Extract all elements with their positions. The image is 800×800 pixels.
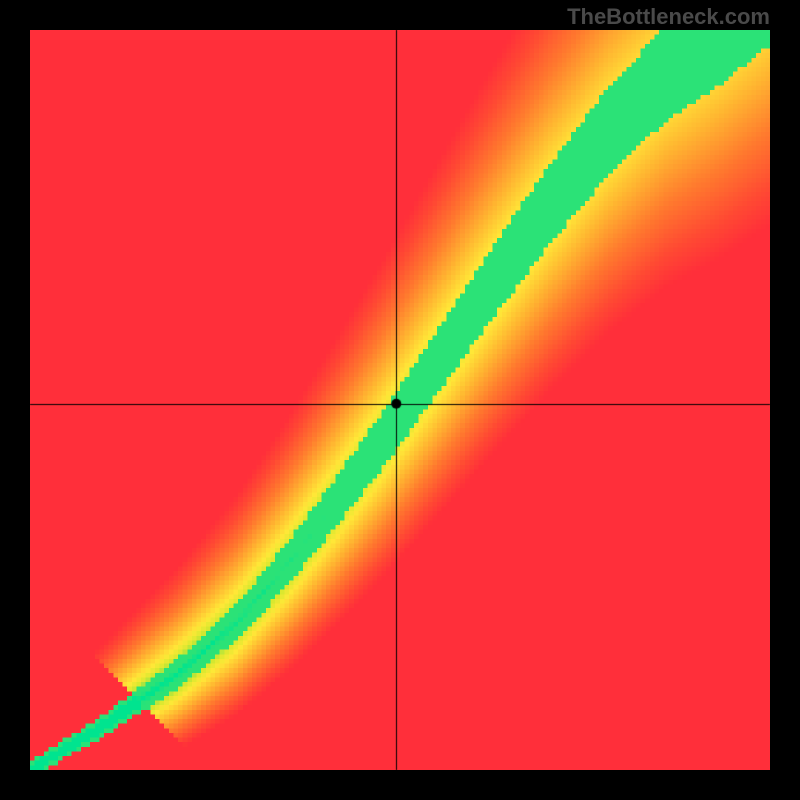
chart-container: TheBottleneck.com [0, 0, 800, 800]
crosshair-overlay [0, 0, 800, 800]
watermark-text: TheBottleneck.com [567, 4, 770, 30]
